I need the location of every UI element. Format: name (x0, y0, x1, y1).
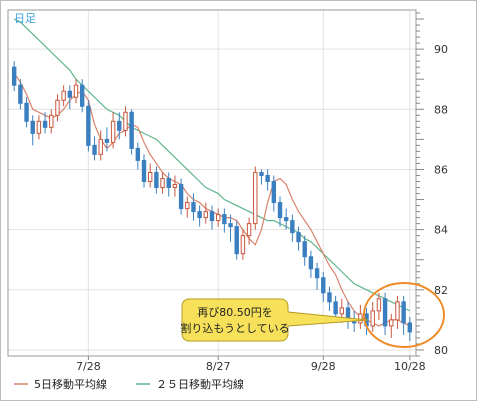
candle-body (92, 144, 97, 155)
candle-body (191, 202, 196, 213)
candle-body (327, 292, 332, 303)
candle-body (333, 301, 338, 315)
candle-body (55, 99, 60, 116)
legend-ma25-label: ２５日移動平均線 (156, 377, 244, 391)
candle-body (166, 177, 171, 189)
candle-body (11, 66, 17, 86)
x-tick-label: 7/28 (76, 360, 101, 373)
candle-body (321, 277, 326, 294)
plot-area-border (7, 9, 417, 357)
legend-ma5-label: 5日移動平均線 (34, 377, 107, 391)
candles-group (11, 61, 413, 341)
y-tick-label: 82 (434, 284, 448, 297)
ma5-line (13, 72, 411, 327)
x-tick-label: 10/28 (394, 360, 426, 373)
timeframe-label: 日足 (14, 12, 36, 25)
candle-body (86, 105, 91, 146)
candle-body (36, 120, 42, 134)
ma5-line-group (13, 72, 411, 327)
annotation-callout: 再び80.50円を 割り込もうとしている (180, 298, 369, 342)
x-tick-label: 9/28 (311, 360, 336, 373)
candle-body (271, 180, 277, 204)
candle-body (172, 184, 178, 189)
candle-body (314, 268, 320, 279)
y-tick-label: 84 (434, 224, 448, 237)
candle-body (197, 211, 202, 219)
candle-body (110, 120, 116, 143)
candle-body (98, 138, 103, 155)
candle-body (117, 120, 122, 131)
candle-body (147, 171, 153, 182)
candle-body (228, 223, 233, 228)
candle-body (395, 301, 400, 321)
candle-body (24, 102, 29, 122)
candle-body (339, 307, 345, 315)
candle-body (79, 84, 85, 107)
candle-body (240, 235, 246, 255)
y-tick-label: 88 (434, 103, 448, 116)
candle-body (123, 111, 128, 131)
candle-body (382, 298, 388, 327)
candle-body (308, 256, 314, 270)
candle-body (42, 120, 48, 128)
candle-body (222, 214, 227, 225)
candle-body (154, 171, 159, 189)
grid-lines (8, 10, 416, 356)
candle-body (61, 90, 66, 101)
candle-body (259, 171, 264, 176)
candle-body (178, 184, 184, 210)
candle-body (141, 159, 147, 182)
callout-line-2: 割り込もうとしている (180, 321, 289, 335)
candle-body (277, 202, 283, 219)
candle-body (135, 147, 141, 161)
y-tick-label: 80 (434, 344, 448, 357)
candle-body (296, 232, 301, 243)
candle-body (370, 310, 375, 327)
legend: 5日移動平均線 ２５日移動平均線 (14, 377, 244, 391)
candle-body (290, 220, 295, 234)
candle-body (18, 84, 23, 104)
candle-body (215, 214, 221, 222)
x-tick-labels: 7/28 8/27 9/28 10/28 (76, 356, 426, 373)
callout-bubble (181, 298, 369, 342)
candle-body (389, 319, 394, 327)
candle-body (73, 84, 79, 98)
candle-body (407, 322, 413, 333)
highlight-circle (363, 282, 445, 348)
candle-body (234, 226, 239, 255)
candle-body (376, 298, 382, 312)
candle-body (302, 241, 307, 258)
candle-body (104, 138, 110, 143)
candle-body (265, 174, 270, 182)
candle-body (129, 111, 134, 149)
candle-body (185, 202, 190, 210)
candle-body (209, 211, 215, 222)
x-tick-label: 8/27 (206, 360, 231, 373)
candle-body (401, 301, 406, 324)
y-tick-labels: 80 82 84 86 88 90 (416, 12, 448, 357)
candle-body (30, 120, 35, 134)
candle-body (49, 114, 54, 128)
candle-body (67, 90, 73, 98)
y-tick-label: 86 (434, 163, 448, 176)
candle-body (203, 211, 209, 219)
callout-line-1: 再び80.50円を (197, 306, 273, 319)
y-tick-label: 90 (434, 43, 448, 56)
candle-body (253, 171, 258, 225)
candle-body (283, 217, 289, 222)
ma25-line (13, 18, 411, 312)
candle-body (358, 313, 363, 324)
ma25-line-group (13, 18, 411, 312)
candle-body (160, 177, 165, 189)
candle-body (246, 223, 252, 237)
